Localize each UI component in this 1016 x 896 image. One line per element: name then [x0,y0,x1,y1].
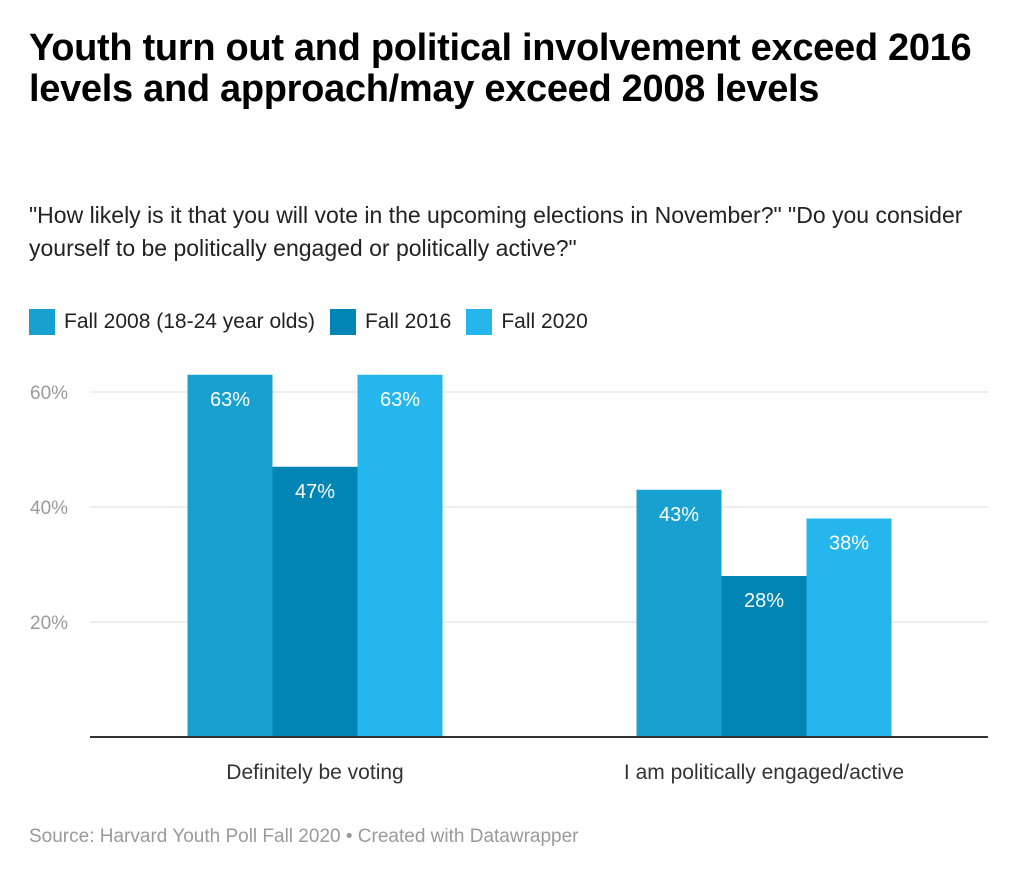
bar-value-label: 43% [659,504,699,526]
y-tick-label: 40% [30,498,68,519]
chart-title: Youth turn out and political involvement… [29,27,972,110]
bar-value-label: 28% [744,590,784,612]
legend-swatch-fall-2020 [466,309,493,335]
legend-label-fall-2016: Fall 2016 [364,310,452,333]
bar-chart: 20% 40% 60% 63% 47% 63% Definitely be voting 43… [30,374,988,784]
bar-value-label: 47% [295,481,335,503]
legend-label-fall-2008: Fall 2008 (18-24 year olds) [64,310,315,333]
chart-subtitle: "How likely is it that you will vote in … [29,202,963,261]
bar [806,518,892,737]
legend-item-fall-2016: Fall 2016 [329,309,452,335]
source-note: Source: Harvard Youth Poll Fall 2020 • C… [29,826,579,847]
legend: Fall 2008 (18-24 year olds) Fall 2016 Fa… [29,308,603,336]
legend-label-fall-2020: Fall 2020 [501,310,588,333]
legend-swatch-fall-2008 [29,309,55,335]
y-tick-label: 20% [30,613,68,634]
legend-item-fall-2008: Fall 2008 (18-24 year olds) [29,309,315,335]
x-category-label: I am politically engaged/active [624,761,904,784]
bar [636,489,722,737]
bar-value-label: 38% [829,533,869,555]
bar [357,374,443,737]
bar-value-label: 63% [380,389,420,411]
bar [187,374,273,737]
legend-item-fall-2020: Fall 2020 [466,309,588,335]
legend-swatch-fall-2016 [329,309,356,335]
bar [721,576,807,737]
bar-value-label: 63% [210,389,250,411]
y-tick-label: 60% [30,383,68,404]
bar [272,466,358,737]
x-category-label: Definitely be voting [226,761,403,784]
